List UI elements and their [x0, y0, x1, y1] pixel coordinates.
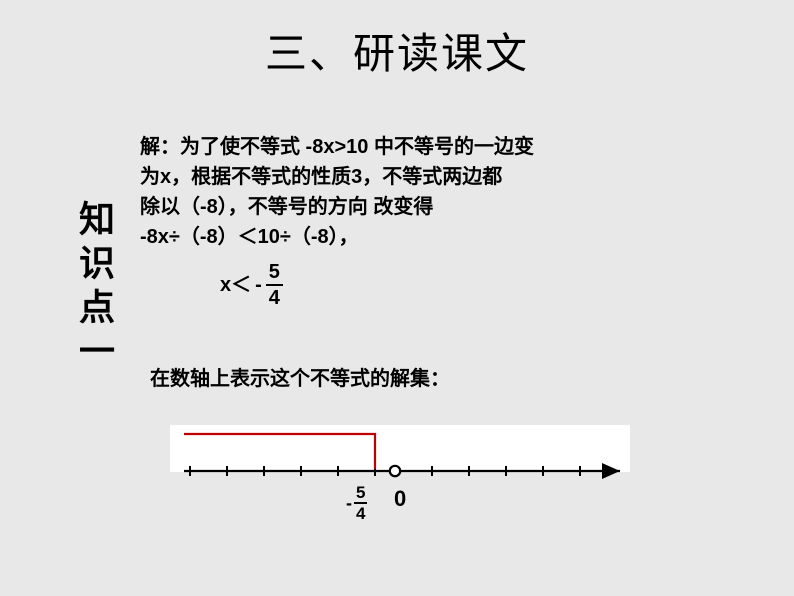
result-line: x＜ - 5 4 — [220, 262, 680, 308]
result-denominator: 4 — [269, 286, 280, 308]
explanation-block: 解：为了使不等式 -8x>10 中不等号的一边变 为x，根据不等式的性质3，不等… — [140, 132, 680, 308]
mark-numerator: 5 — [354, 484, 367, 504]
result-fraction: 5 4 — [266, 262, 283, 308]
section-title: 三、研读课文 — [265, 20, 529, 81]
mark-sign: - — [346, 493, 352, 514]
line-4: -8x÷（-8）＜10÷（-8）， — [140, 222, 680, 252]
result-prefix: x＜ — [220, 270, 251, 300]
open-point — [390, 466, 400, 476]
line-1: 解：为了使不等式 -8x>10 中不等号的一边变 — [140, 132, 680, 162]
line-2: 为x，根据不等式的性质3，不等式两边都 — [140, 162, 680, 192]
mark-denominator: 4 — [356, 504, 365, 522]
sidebar-label: 知识点一 — [68, 200, 120, 376]
numberline-caption: 在数轴上表示这个不等式的解集： — [150, 362, 450, 391]
numberline-svg — [170, 425, 640, 535]
axis-label-mark: - 5 4 — [346, 484, 367, 522]
mark-fraction: 5 4 — [354, 484, 367, 522]
result-sign: - — [255, 270, 262, 300]
result-numerator: 5 — [266, 262, 283, 286]
axis-arrowhead — [602, 463, 620, 479]
solution-ray — [184, 434, 375, 469]
line-3: 除以（-8），不等号的方向 改变得 — [140, 192, 680, 222]
axis-label-zero: 0 — [394, 486, 406, 512]
